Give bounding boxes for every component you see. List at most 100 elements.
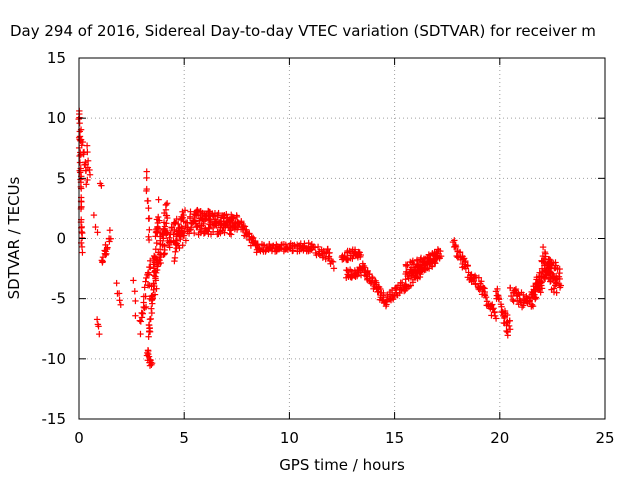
data-point: [289, 247, 297, 254]
data-point: [147, 315, 154, 323]
data-point: [96, 330, 103, 338]
data-point: [130, 277, 137, 284]
data-point: [154, 229, 161, 236]
data-point: [145, 215, 153, 222]
data-point: [146, 226, 153, 233]
data-point: [137, 318, 145, 325]
data-point: [260, 242, 268, 249]
data-point: [552, 262, 560, 269]
data-point: [155, 213, 162, 221]
data-point: [480, 284, 488, 292]
data-point: [90, 211, 98, 219]
data-point: [537, 289, 544, 296]
data-point: [200, 220, 207, 228]
data-point: [228, 219, 236, 227]
data-point: [84, 148, 91, 156]
data-point: [187, 208, 194, 215]
x-tick-label: 20: [490, 429, 509, 447]
data-point: [76, 119, 83, 127]
data-point: [116, 297, 123, 304]
data-point: [79, 249, 86, 256]
data-point: [453, 252, 460, 260]
data-point: [143, 168, 150, 175]
data-point: [503, 327, 510, 335]
data-point: [163, 220, 170, 227]
data-point: [115, 290, 123, 297]
data-point: [227, 231, 235, 238]
data-point: [78, 243, 86, 251]
data-point: [494, 285, 501, 293]
data-point: [143, 185, 150, 193]
data-point: [93, 316, 101, 323]
data-point: [464, 262, 471, 270]
data-point: [349, 255, 356, 262]
data-point: [86, 171, 94, 178]
data-point: [141, 284, 148, 291]
data-point: [166, 244, 173, 251]
x-axis-label: GPS time / hours: [279, 456, 405, 474]
data-point: [365, 271, 373, 278]
data-point: [213, 222, 220, 229]
data-point: [434, 253, 441, 261]
data-point: [528, 301, 536, 308]
data-point: [238, 219, 245, 226]
data-point: [503, 321, 510, 329]
data-point: [160, 235, 167, 242]
data-point: [151, 291, 159, 298]
data-point: [191, 229, 198, 237]
y-tick-label: -5: [51, 290, 66, 308]
data-point: [495, 296, 503, 303]
data-point: [143, 274, 150, 282]
data-point: [142, 293, 149, 300]
axis-ticks: 0 5 10 15 20 25 -15 -10 -5 0 5 10 15: [42, 49, 615, 447]
data-point: [84, 176, 91, 184]
data-point: [179, 214, 186, 221]
data-point: [553, 289, 560, 296]
data-point: [482, 293, 490, 301]
data-point: [146, 328, 154, 335]
x-tick-label: 25: [595, 429, 614, 447]
y-tick-label: 15: [47, 49, 66, 67]
data-point: [392, 285, 399, 292]
data-point: [107, 235, 114, 242]
data-point: [405, 275, 412, 282]
data-points: [75, 107, 565, 369]
data-point: [98, 182, 105, 189]
y-tick-label: 0: [56, 230, 66, 248]
data-point: [163, 200, 171, 207]
data-point: [155, 225, 163, 233]
data-point: [542, 253, 549, 260]
data-point: [144, 347, 152, 354]
data-point: [151, 253, 159, 261]
data-point: [414, 260, 421, 268]
data-point: [145, 204, 152, 212]
data-point: [515, 290, 522, 298]
data-point: [506, 284, 514, 292]
data-point: [539, 243, 547, 251]
x-tick-label: 10: [280, 429, 299, 447]
data-point: [162, 206, 170, 213]
data-point: [319, 254, 327, 261]
data-point: [157, 259, 164, 267]
data-point: [353, 272, 361, 280]
grid-lines: [79, 58, 605, 419]
data-point: [146, 263, 153, 271]
data-point: [83, 181, 90, 188]
data-point: [456, 248, 464, 256]
data-point: [82, 161, 89, 168]
data-point: [161, 246, 168, 254]
data-point: [94, 229, 101, 236]
data-point: [106, 227, 114, 234]
data-point: [144, 269, 152, 277]
data-point: [132, 297, 139, 305]
data-point: [141, 304, 148, 312]
data-point: [532, 295, 539, 303]
data-point: [341, 252, 349, 260]
data-point: [314, 243, 322, 251]
data-point: [171, 254, 179, 262]
data-point: [172, 219, 179, 227]
data-point: [507, 292, 515, 300]
data-point: [179, 242, 186, 249]
data-point: [402, 262, 410, 270]
data-point: [131, 288, 138, 295]
